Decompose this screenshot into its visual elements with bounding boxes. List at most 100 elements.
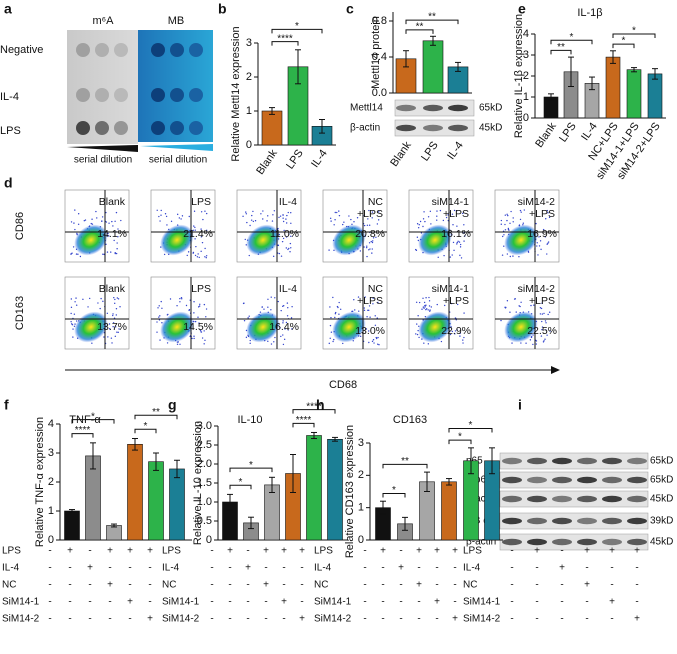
event-dot [522, 222, 525, 224]
event-dot [105, 211, 107, 214]
event-dot [427, 216, 430, 218]
error-bar [455, 61, 461, 72]
treatment-sign: - [635, 580, 638, 591]
blot-band [448, 104, 468, 112]
event-dot [371, 340, 374, 343]
event-dot [271, 220, 274, 222]
event-dot [117, 236, 119, 238]
significance-label: **** [277, 33, 293, 44]
event-dot [367, 309, 369, 311]
event-dot [541, 328, 543, 331]
bar [306, 435, 322, 541]
event-dot [424, 220, 426, 223]
event-dot [459, 332, 461, 334]
event-dot [77, 253, 79, 255]
dot [170, 88, 184, 102]
error-bar [132, 438, 138, 451]
blot-band [527, 517, 547, 525]
event-dot [270, 343, 273, 345]
event-dot [545, 218, 547, 220]
event-dot [285, 321, 288, 324]
event-dot [280, 309, 282, 312]
event-dot [445, 216, 448, 219]
event-dot [504, 223, 506, 226]
event-dot [278, 252, 281, 255]
event-dot [197, 316, 199, 318]
event-dot [547, 212, 549, 214]
treatment-sign: - [560, 580, 563, 591]
y-tick-label: 0.4 [372, 51, 387, 63]
dot [189, 88, 203, 102]
event-dot [416, 223, 419, 225]
event-dot [546, 253, 548, 255]
event-dot [370, 240, 372, 243]
event-dot [110, 337, 113, 339]
error-bar [248, 516, 254, 530]
event-dot [375, 236, 377, 238]
treatment-sign: - [635, 597, 638, 608]
event-dot [536, 245, 538, 247]
event-dot [197, 306, 200, 308]
event-dot [282, 334, 284, 336]
treatment-sign: - [128, 580, 131, 591]
event-dot [378, 343, 380, 346]
treatment-sign: - [210, 563, 213, 574]
event-dot [277, 300, 279, 303]
event-dot [204, 339, 206, 342]
event-dot [194, 226, 196, 229]
event-dot [372, 240, 374, 242]
event-dot [436, 210, 438, 212]
event-dot [363, 246, 365, 248]
event-dot [515, 311, 517, 313]
event-dot [374, 315, 376, 317]
event-dot [541, 313, 544, 315]
event-dot [348, 215, 350, 217]
event-dot [462, 342, 464, 344]
event-dot [373, 342, 375, 344]
treatment-sign: - [510, 614, 513, 625]
event-dot [88, 297, 91, 300]
treatment-sign: + [634, 614, 640, 625]
event-dot [248, 315, 250, 317]
event-dot [83, 219, 86, 222]
event-dot [281, 240, 284, 243]
event-dot [181, 215, 184, 217]
significance-label: **** [296, 415, 312, 426]
treatment-sign: - [88, 546, 91, 557]
treatment-sign: - [417, 597, 420, 608]
blot-band [396, 104, 416, 112]
event-dot [368, 224, 371, 226]
event-dot [203, 343, 205, 345]
treatment-sign: + [416, 580, 422, 591]
event-dot [535, 222, 537, 225]
treatment-sign: + [434, 546, 440, 557]
event-dot [117, 228, 119, 230]
event-dot [114, 298, 116, 301]
event-dot [87, 306, 89, 308]
event-dot [541, 326, 544, 328]
event-dot [205, 255, 208, 257]
event-dot [112, 326, 114, 328]
event-dot [328, 249, 330, 251]
event-dot [105, 221, 108, 223]
event-dot [248, 254, 250, 257]
error-bar [269, 476, 275, 493]
y-axis-label: Relative IL-10 expression [192, 421, 204, 545]
significance-bracket [382, 492, 406, 498]
event-dot [112, 313, 114, 315]
event-dot [424, 306, 426, 308]
event-dot [350, 218, 352, 221]
treatment-sign: - [381, 580, 384, 591]
treatment-sign: - [453, 563, 456, 574]
protein-label: β-actin [466, 537, 496, 548]
event-dot [436, 303, 438, 306]
blot-band [577, 495, 597, 503]
event-dot [333, 224, 335, 226]
significance-label: * [392, 485, 396, 496]
event-dot [457, 240, 459, 243]
event-dot [112, 322, 115, 324]
event-dot [455, 210, 458, 212]
blot-band [527, 538, 547, 546]
error-bar [174, 459, 180, 479]
error-bar [430, 35, 436, 46]
